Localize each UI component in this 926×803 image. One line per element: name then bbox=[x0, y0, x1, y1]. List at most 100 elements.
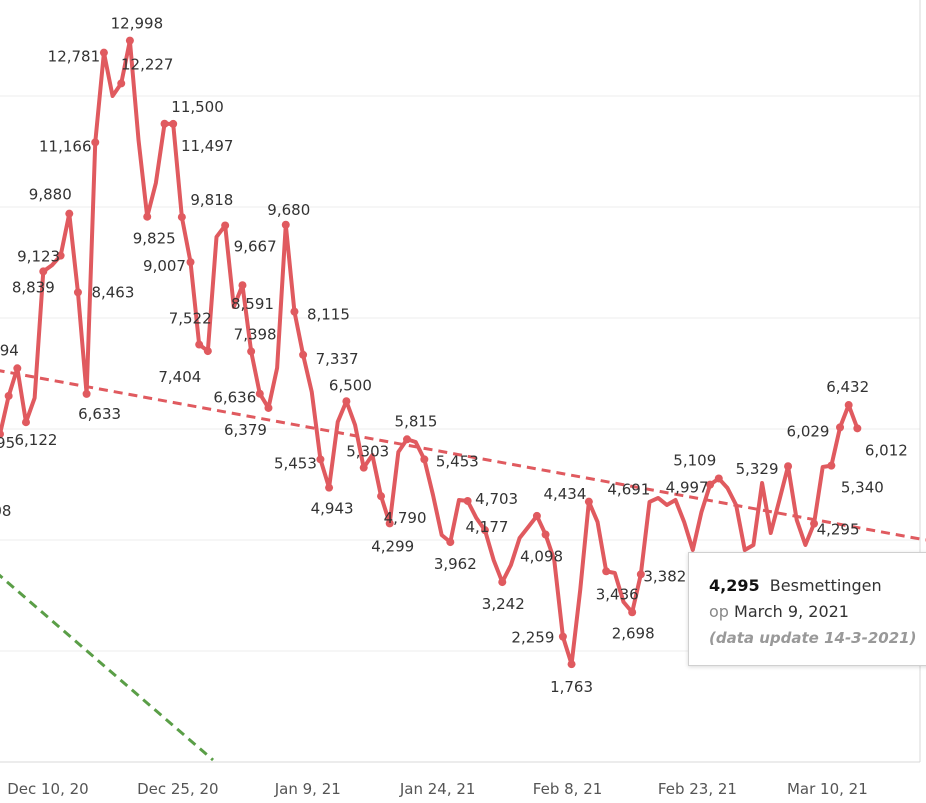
data-label: 5,453 bbox=[274, 454, 317, 472]
data-point bbox=[99, 48, 108, 57]
data-point bbox=[480, 526, 489, 535]
data-label: 6,122 bbox=[15, 431, 58, 449]
data-label: 11,500 bbox=[171, 98, 224, 116]
data-point bbox=[73, 288, 82, 297]
data-point bbox=[463, 496, 472, 505]
data-point bbox=[290, 307, 299, 316]
data-label: 3,242 bbox=[482, 595, 525, 613]
data-label: 9,667 bbox=[234, 237, 277, 255]
data-label: 6,595 bbox=[0, 434, 15, 452]
data-point bbox=[299, 350, 308, 359]
data-point bbox=[359, 463, 368, 472]
data-point bbox=[377, 492, 386, 501]
data-point bbox=[117, 79, 126, 88]
data-label: 5,453 bbox=[436, 452, 479, 470]
data-label: 9,880 bbox=[29, 186, 72, 204]
data-label: 8,839 bbox=[12, 278, 55, 296]
data-point bbox=[628, 608, 637, 617]
data-point bbox=[706, 480, 715, 489]
data-label: 4,295 bbox=[817, 521, 860, 539]
data-label: 6,500 bbox=[329, 376, 372, 394]
data-point bbox=[420, 455, 429, 464]
data-point bbox=[836, 423, 845, 432]
data-label: 4,997 bbox=[666, 479, 709, 497]
data-point bbox=[21, 418, 30, 427]
data-label: 9,007 bbox=[143, 257, 186, 275]
data-point bbox=[810, 519, 819, 528]
data-point bbox=[342, 397, 351, 406]
data-point bbox=[203, 347, 212, 356]
data-label: 8,115 bbox=[307, 306, 350, 324]
data-label: 8,463 bbox=[91, 283, 134, 301]
data-point bbox=[125, 36, 134, 45]
data-label: 2,698 bbox=[612, 624, 655, 642]
data-label: 6,636 bbox=[213, 389, 256, 407]
data-label: 4,098 bbox=[520, 548, 563, 566]
data-label: 12,227 bbox=[121, 55, 174, 73]
data-label: 5,815 bbox=[395, 412, 438, 430]
data-point bbox=[4, 391, 13, 400]
data-label: 5,329 bbox=[736, 460, 779, 478]
data-point bbox=[264, 403, 273, 412]
data-point bbox=[532, 511, 541, 520]
data-label: 6,029 bbox=[787, 422, 830, 440]
data-label: 9,680 bbox=[267, 201, 310, 219]
data-point bbox=[177, 213, 186, 222]
data-label: 7,398 bbox=[234, 325, 277, 343]
data-label: 11,166 bbox=[39, 137, 92, 155]
data-label: 8,591 bbox=[231, 295, 274, 313]
data-label: 2,259 bbox=[511, 629, 554, 647]
tooltip-measure: Besmettingen bbox=[769, 576, 882, 595]
data-point bbox=[186, 258, 195, 267]
data-point bbox=[65, 209, 74, 218]
data-label: 4,703 bbox=[475, 490, 518, 508]
x-tick-label: Mar 10, 21 bbox=[787, 780, 868, 798]
data-label: 7,337 bbox=[316, 350, 359, 368]
data-point bbox=[143, 212, 152, 221]
data-point bbox=[446, 538, 455, 547]
data-point bbox=[0, 430, 4, 439]
data-label: 7,522 bbox=[169, 310, 212, 328]
data-label: 6,633 bbox=[78, 405, 121, 423]
data-label: 9,825 bbox=[133, 230, 176, 248]
series-line bbox=[0, 38, 860, 667]
data-label: 5,908 bbox=[0, 502, 11, 520]
data-point bbox=[827, 461, 836, 470]
data-point bbox=[238, 281, 247, 290]
tooltip: 4,295 Besmettingen op March 9, 2021 (dat… bbox=[688, 552, 926, 666]
tooltip-value: 4,295 bbox=[709, 576, 760, 595]
data-label: 7,404 bbox=[158, 368, 201, 386]
data-label: 4,691 bbox=[607, 481, 650, 499]
data-point bbox=[714, 474, 723, 483]
data-label: 6,012 bbox=[865, 441, 908, 459]
data-point bbox=[602, 567, 611, 576]
data-label: 6,432 bbox=[826, 378, 869, 396]
x-tick-label: Feb 8, 21 bbox=[533, 780, 603, 798]
x-tick-label: Jan 9, 21 bbox=[274, 780, 341, 798]
data-label: 1,763 bbox=[550, 678, 593, 696]
data-label: 12,781 bbox=[48, 48, 101, 66]
data-point bbox=[403, 435, 412, 444]
data-point bbox=[281, 220, 290, 229]
data-point bbox=[636, 570, 645, 579]
data-label: 5,109 bbox=[673, 451, 716, 469]
data-label: 4,790 bbox=[384, 509, 427, 527]
x-tick-label: Dec 25, 20 bbox=[137, 780, 219, 798]
data-point bbox=[39, 267, 48, 276]
data-point bbox=[195, 340, 204, 349]
target-trendline bbox=[0, 573, 215, 762]
data-point bbox=[221, 221, 230, 230]
data-point bbox=[13, 364, 22, 373]
data-point bbox=[82, 389, 91, 398]
data-point bbox=[853, 424, 862, 433]
data-label: 4,177 bbox=[465, 518, 508, 536]
data-label: 9,818 bbox=[190, 191, 233, 209]
data-label: 9,123 bbox=[17, 248, 60, 266]
data-point bbox=[584, 497, 593, 506]
data-point bbox=[498, 578, 507, 587]
data-label: 4,299 bbox=[371, 537, 414, 555]
data-label: 4,434 bbox=[543, 485, 586, 503]
data-point bbox=[255, 389, 264, 398]
data-label: 3,382 bbox=[643, 567, 686, 585]
x-tick-label: Feb 23, 21 bbox=[658, 780, 737, 798]
